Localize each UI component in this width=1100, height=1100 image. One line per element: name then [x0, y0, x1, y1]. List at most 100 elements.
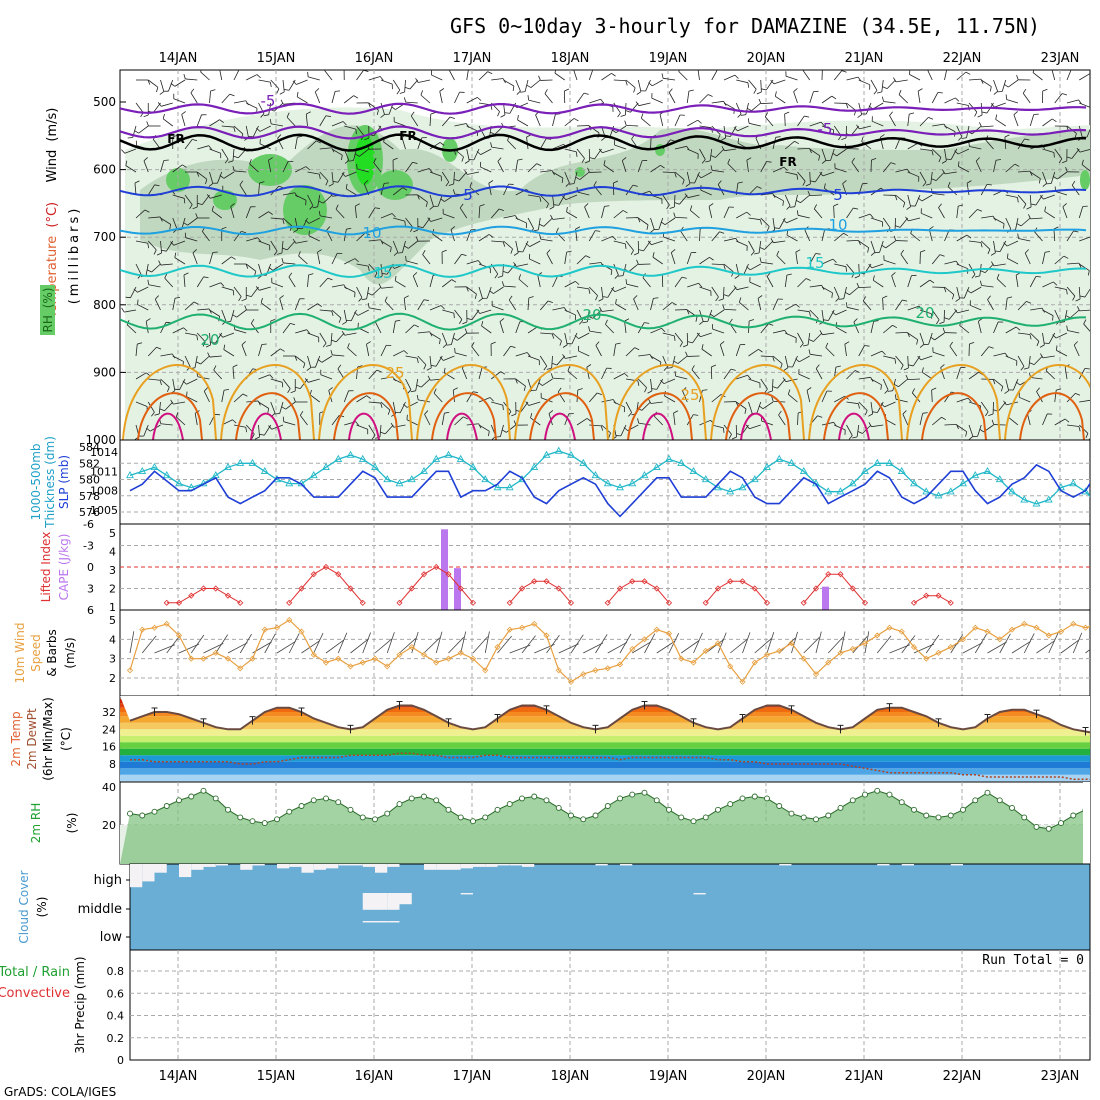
wind-barb — [454, 416, 464, 426]
wind-barb — [283, 421, 296, 426]
wind-barb — [417, 355, 427, 366]
wind-barb-flag — [630, 250, 634, 255]
wind-barb — [624, 321, 627, 334]
rh-marker — [764, 795, 770, 802]
wind-barb-flag — [502, 405, 504, 411]
rh-blob-core — [355, 135, 375, 185]
wind-barb-flag — [853, 207, 859, 210]
wind-barb — [507, 263, 517, 274]
wind-barb — [576, 148, 585, 159]
wind-barb-flag — [623, 427, 628, 431]
wind-barb — [638, 217, 649, 226]
wind-barb — [956, 367, 961, 380]
wind-barb — [862, 300, 872, 311]
wind-barb — [870, 321, 875, 334]
wind-barb — [727, 163, 737, 173]
svg-text:RH (%): RH (%) — [41, 288, 55, 333]
wind-barb — [564, 413, 570, 426]
wind-barb — [907, 171, 919, 178]
wind-barb-flag — [1017, 197, 1019, 203]
wind-barb — [650, 298, 654, 311]
cloud-bar — [203, 864, 216, 867]
thickness-marker — [959, 479, 967, 487]
cloud-bar — [240, 864, 253, 870]
wind-barb — [371, 286, 382, 296]
wind-barb — [931, 416, 942, 426]
wind-barb-flag — [854, 275, 860, 279]
wind-barb-flag — [894, 358, 897, 364]
wind-barb — [919, 332, 925, 345]
wind-barb — [491, 240, 504, 243]
date-label-top: 21JAN — [845, 51, 884, 66]
wind-barb-flag — [737, 181, 743, 184]
wind-barb-flag — [887, 390, 893, 392]
wind-barb-flag — [650, 229, 655, 233]
wind-barb — [454, 123, 467, 127]
wind-barb — [173, 240, 186, 246]
wind-barb-flag — [699, 321, 704, 325]
wind-barb — [295, 166, 307, 173]
wind-barb — [567, 370, 578, 380]
wind-barb — [394, 121, 406, 127]
wind-barb — [735, 344, 741, 357]
wind-barb-flag — [1000, 386, 1004, 392]
cloud-bar — [877, 864, 890, 866]
wind-barb-flag — [445, 181, 450, 187]
wind-barb — [993, 217, 1005, 224]
wind-barb — [821, 95, 833, 104]
wind-barb-flag — [905, 216, 909, 222]
wind-barb-flag — [269, 82, 272, 88]
wind-barb-flag — [1071, 180, 1076, 186]
wind-barb-flag — [588, 326, 591, 332]
wind-barb-flag — [186, 391, 188, 397]
wind-barb — [748, 217, 761, 221]
wind-barb — [1050, 171, 1056, 184]
wind-barb — [222, 332, 235, 338]
wind-barb-flag — [780, 363, 783, 369]
wind-barb-flag — [501, 281, 505, 287]
wind-barb — [161, 102, 173, 107]
wind-barb — [821, 309, 825, 322]
wind-barb — [711, 70, 718, 81]
wind-barb-flag — [673, 212, 676, 218]
wind-barb-flag — [260, 113, 265, 118]
wind-barb — [309, 394, 320, 403]
contour-label: FR — [779, 155, 796, 169]
wind-barb — [454, 91, 460, 104]
cloud-bar — [375, 921, 388, 923]
surface-wind-barb — [178, 643, 200, 654]
wind-barb-flag — [651, 388, 657, 390]
wind-barb — [126, 324, 137, 334]
wind-barb-flag — [744, 408, 747, 414]
grads-credit: GrADS: COLA/IGES — [4, 1085, 116, 1099]
wind-barb-flag — [921, 367, 924, 373]
rh-marker — [470, 818, 476, 825]
wind-barb — [881, 79, 884, 92]
wind-barb-flag — [613, 180, 619, 184]
wind-barb — [441, 413, 445, 426]
wind-barb — [564, 148, 577, 153]
wind-barb-flag — [508, 295, 513, 301]
wind-barb — [429, 305, 442, 311]
isotherm-35 — [250, 412, 282, 440]
wind-barb — [223, 171, 235, 179]
cloud-content — [130, 864, 963, 923]
wind-barb — [883, 101, 896, 104]
wind-barb-flag — [1026, 300, 1032, 304]
wind-barb-flag — [929, 279, 935, 284]
wind-barb — [196, 114, 202, 127]
wind-barb-flag — [170, 83, 176, 87]
wind-barb — [985, 139, 994, 150]
wind-barb — [674, 332, 683, 343]
wind-barb — [613, 401, 625, 408]
wind-barb — [739, 301, 749, 311]
wind-barb-flag — [364, 137, 370, 141]
wind-barb-flag — [282, 247, 288, 251]
temp-color-band — [120, 735, 1090, 743]
contour-label: 10 — [362, 224, 381, 242]
wind-barb-flag — [733, 285, 738, 290]
wind-barb — [663, 236, 676, 242]
wind-barb — [143, 424, 149, 437]
wind-barb-flag — [481, 321, 484, 327]
wind-barb — [508, 299, 517, 311]
